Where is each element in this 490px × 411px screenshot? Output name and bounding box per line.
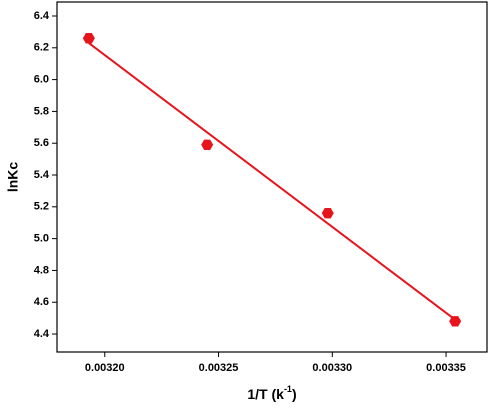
y-tick-label: 5.4 <box>34 169 50 181</box>
x-axis-label: 1/T (k-1) <box>247 384 296 401</box>
x-tick-label: 0.00335 <box>426 362 466 374</box>
x-label-sup: -1 <box>284 384 292 394</box>
data-point <box>449 316 462 327</box>
y-tick-label: 6.2 <box>34 42 49 54</box>
plot-frame <box>56 1 488 353</box>
data-point <box>82 33 95 44</box>
data-point <box>201 139 214 150</box>
y-tick-label: 4.4 <box>34 328 50 340</box>
fit-line <box>88 42 456 321</box>
x-label-end: ) <box>292 386 297 402</box>
y-tick-label: 5.6 <box>34 137 49 149</box>
x-tick-label: 0.00320 <box>85 362 125 374</box>
y-tick-label: 5.2 <box>34 201 49 213</box>
y-axis-label: lnKc <box>5 162 21 193</box>
y-tick-label: 5.0 <box>34 233 49 245</box>
y-tick-label: 6.0 <box>34 74 49 86</box>
y-tick-label: 6.4 <box>34 10 50 22</box>
y-tick-label: 4.6 <box>34 296 49 308</box>
x-tick-label: 0.00330 <box>312 362 352 374</box>
x-label-main: 1/T (k <box>247 386 284 402</box>
y-tick-label: 5.8 <box>34 105 49 117</box>
data-point <box>321 207 334 219</box>
y-tick-label: 4.8 <box>34 264 49 276</box>
x-tick-label: 0.00325 <box>199 362 239 374</box>
